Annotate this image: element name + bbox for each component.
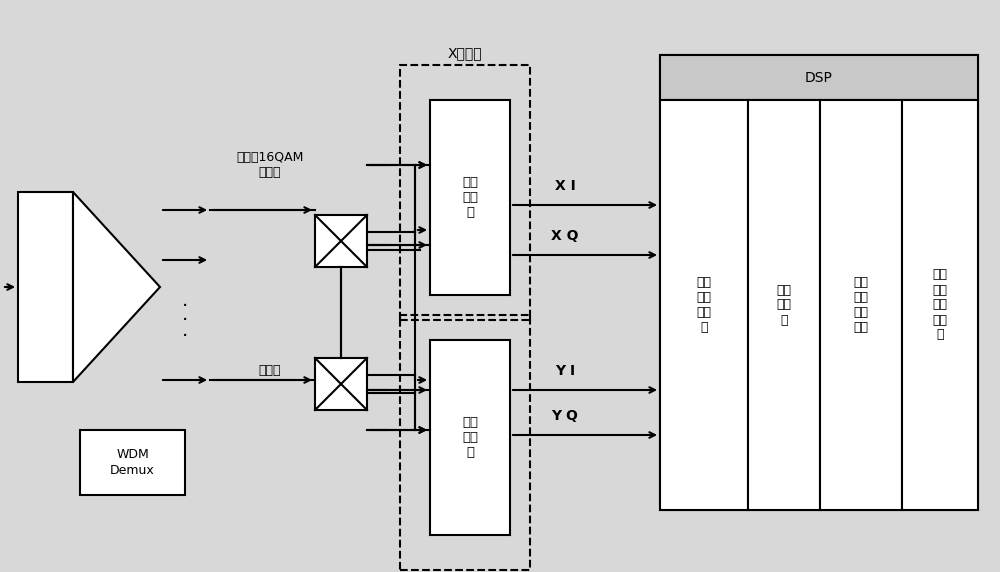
Text: 频率
相位
噪声
补偿: 频率 相位 噪声 补偿 [854, 276, 868, 334]
Text: 某信道16QAM
信号光: 某信道16QAM 信号光 [236, 151, 304, 179]
Bar [430, 340, 510, 535]
Bar [18, 192, 73, 382]
Bar [660, 55, 978, 510]
Text: X偏振态: X偏振态 [448, 46, 482, 60]
Bar [315, 215, 367, 267]
Bar [748, 100, 820, 510]
Bar [315, 358, 367, 410]
Bar [80, 430, 185, 495]
Text: WDM
Demux: WDM Demux [110, 448, 155, 476]
Polygon shape [73, 192, 160, 382]
Text: .: . [182, 305, 188, 324]
Text: Y Q: Y Q [552, 409, 578, 423]
Bar [400, 65, 530, 320]
Text: 偏振
解串
扰: 偏振 解串 扰 [776, 284, 792, 327]
Text: 色散
非线
性补
偿: 色散 非线 性补 偿 [696, 276, 712, 334]
Text: 本振光: 本振光 [259, 363, 281, 376]
Bar [660, 100, 748, 510]
Bar [660, 55, 978, 100]
Bar [400, 315, 530, 570]
Bar [430, 100, 510, 295]
Text: .: . [182, 291, 188, 309]
Text: 信号
判决
与统
计误
码: 信号 判决 与统 计误 码 [932, 268, 948, 341]
Text: 相干
接收
机: 相干 接收 机 [462, 416, 478, 459]
Bar [820, 100, 902, 510]
Text: X I: X I [555, 179, 575, 193]
Text: .: . [182, 320, 188, 340]
Text: 相干
接收
机: 相干 接收 机 [462, 176, 478, 219]
Text: DSP: DSP [805, 70, 833, 85]
Text: Y I: Y I [555, 364, 575, 378]
Bar [902, 100, 978, 510]
Text: X Q: X Q [551, 229, 579, 243]
